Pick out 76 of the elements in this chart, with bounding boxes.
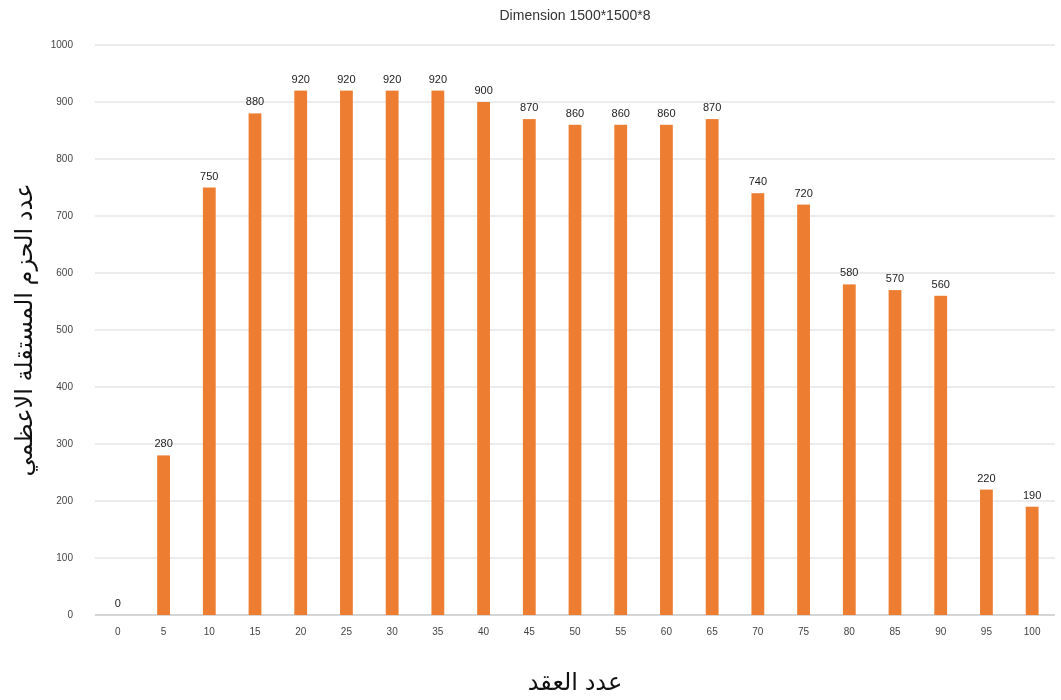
data-label: 580 <box>840 266 859 279</box>
bar <box>660 124 673 615</box>
data-label: 220 <box>977 471 996 484</box>
x-tick-label: 90 <box>935 626 947 637</box>
data-label: 280 <box>154 437 173 450</box>
bar <box>294 90 308 615</box>
data-label: 860 <box>657 106 676 119</box>
data-label: 870 <box>702 101 722 114</box>
data-label: 860 <box>565 106 585 119</box>
x-tick-label: 85 <box>889 626 901 637</box>
bar <box>431 90 445 615</box>
y-tick-label: 600 <box>56 267 74 279</box>
x-axis-title: عدد العقد <box>527 668 623 695</box>
bar <box>934 295 948 615</box>
y-tick-label: 900 <box>56 96 74 108</box>
bar <box>980 489 993 615</box>
data-label: 920 <box>291 72 310 85</box>
bar <box>157 455 170 615</box>
x-tick-label: 80 <box>843 626 856 637</box>
data-label: 750 <box>200 169 219 182</box>
x-tick-label: 100 <box>1023 626 1041 637</box>
data-label: 880 <box>245 95 265 108</box>
data-label: 920 <box>337 72 356 85</box>
bar <box>888 290 902 615</box>
bar <box>751 193 765 615</box>
x-tick-label: 20 <box>295 626 307 637</box>
bar <box>248 113 262 615</box>
data-label: 740 <box>748 175 768 188</box>
bar <box>1025 506 1039 615</box>
y-tick-label: 800 <box>56 153 74 165</box>
bar <box>385 90 399 615</box>
x-tick-label: 35 <box>432 626 444 637</box>
x-tick-label: 45 <box>523 626 536 637</box>
x-tick-label: 65 <box>706 626 719 637</box>
x-tick-label: 60 <box>660 626 673 637</box>
x-tick-label: 0 <box>115 626 122 637</box>
y-tick-label: 0 <box>67 609 74 621</box>
bar <box>705 119 719 615</box>
data-label: 570 <box>885 272 905 285</box>
y-tick-label: 700 <box>56 210 74 222</box>
y-tick-label: 200 <box>56 495 74 507</box>
bar <box>568 124 582 615</box>
bar <box>340 90 353 615</box>
x-tick-label: 15 <box>249 626 261 637</box>
y-tick-label: 300 <box>56 438 74 450</box>
data-label: 900 <box>474 84 493 96</box>
x-tick-label: 30 <box>386 626 399 637</box>
bar <box>797 204 810 615</box>
data-label: 190 <box>1022 488 1042 501</box>
data-label: 560 <box>931 277 950 290</box>
x-tick-label: 10 <box>203 626 216 637</box>
y-tick-label: 500 <box>56 324 74 336</box>
data-label: 920 <box>382 72 402 85</box>
x-tick-label: 55 <box>615 626 627 637</box>
x-tick-label: 50 <box>569 626 581 637</box>
x-tick-label: 5 <box>160 626 167 637</box>
data-label: 720 <box>794 186 813 199</box>
x-tick-label: 25 <box>340 626 353 637</box>
bar <box>842 284 856 615</box>
data-label: 920 <box>428 72 448 85</box>
y-tick-label: 1000 <box>50 39 74 51</box>
bar <box>477 102 490 615</box>
bar <box>614 124 628 615</box>
y-tick-label: 100 <box>56 552 74 564</box>
data-label: 870 <box>520 101 539 114</box>
x-tick-label: 95 <box>980 626 993 637</box>
data-label: 860 <box>611 106 630 119</box>
bar <box>202 187 216 615</box>
y-axis-title: عدد الحزم المستقلة الاعظمي <box>10 183 38 477</box>
y-tick-label: 400 <box>56 381 74 393</box>
data-label: 0 <box>114 597 121 609</box>
bar <box>522 119 536 615</box>
x-tick-label: 75 <box>798 626 810 637</box>
chart-title: Dimension 1500*1500*8 <box>499 7 651 23</box>
x-tick-label: 40 <box>478 626 490 637</box>
x-tick-label: 70 <box>752 626 764 637</box>
